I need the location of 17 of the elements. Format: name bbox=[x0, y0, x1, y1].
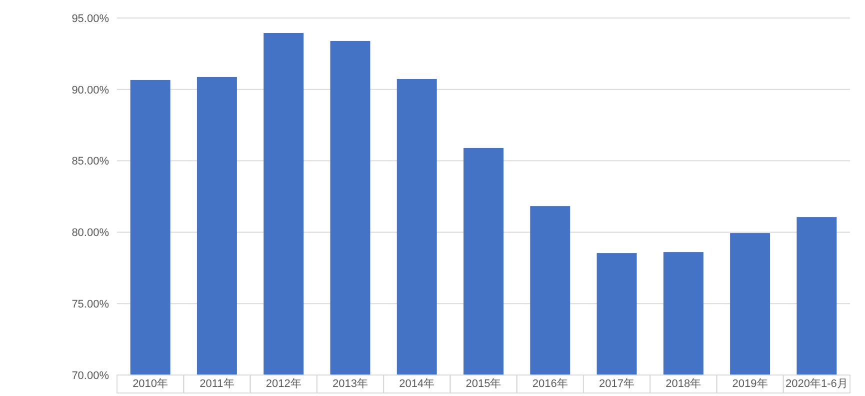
x-tick-label: 2012年 bbox=[266, 378, 302, 390]
y-tick-label: 90.00% bbox=[72, 84, 110, 96]
x-tick-label: 2013年 bbox=[332, 378, 368, 390]
y-tick-label: 70.00% bbox=[72, 370, 110, 382]
y-tick-label: 85.00% bbox=[72, 156, 110, 168]
y-tick-label: 95.00% bbox=[72, 12, 110, 25]
x-tick-label: 2014年 bbox=[399, 378, 435, 390]
x-tick-label: 2020年1-6月 bbox=[785, 378, 848, 390]
y-tick-label: 75.00% bbox=[72, 298, 110, 310]
x-tick-label: 2010年 bbox=[132, 378, 168, 390]
x-tick-label: 2011年 bbox=[200, 378, 234, 390]
y-tick-label: 80.00% bbox=[72, 227, 110, 240]
x-tick-label: 2019年 bbox=[732, 378, 768, 390]
x-tick-label: 2018年 bbox=[666, 378, 702, 390]
x-tick-label: 2016年 bbox=[532, 378, 568, 390]
x-tick-label: 2017年 bbox=[599, 378, 635, 390]
x-tick-label: 2015年 bbox=[466, 378, 502, 390]
